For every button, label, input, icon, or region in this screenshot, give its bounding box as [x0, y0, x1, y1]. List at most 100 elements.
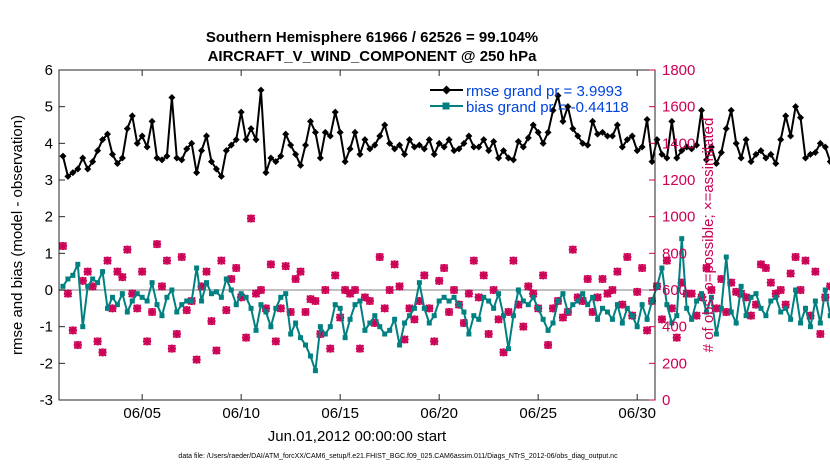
bias-point: [436, 298, 442, 304]
rmse-point: [292, 150, 300, 158]
bias-point: [179, 302, 185, 308]
rmse-point: [797, 114, 805, 122]
bias-point: [431, 313, 437, 319]
obs-assimilated-point: [192, 355, 201, 364]
bias-point: [174, 309, 180, 315]
rmse-point: [455, 145, 463, 153]
bias-point: [109, 294, 115, 300]
rmse-point: [79, 154, 87, 162]
obs-assimilated-point: [623, 252, 632, 262]
obs-assimilated-point: [692, 311, 701, 320]
obs-assimilated-point: [816, 329, 825, 339]
rmse-point: [717, 149, 725, 156]
bias-point: [758, 305, 764, 311]
obs-assimilated-point: [489, 285, 498, 295]
legend-bias-label: bias grand pr = -0.44118: [466, 99, 629, 116]
rmse-point: [470, 143, 478, 151]
obs-assimilated-point: [237, 293, 246, 302]
rmse-point: [569, 125, 577, 133]
rmse-point: [549, 106, 557, 114]
obs-assimilated-point: [350, 285, 360, 295]
bias-point: [634, 324, 640, 330]
bias-point: [114, 302, 120, 308]
obs-assimilated-point: [657, 315, 667, 324]
legend-bias-marker: [442, 102, 450, 110]
y-tick-label: 4: [45, 135, 53, 152]
obs-assimilated-point: [365, 296, 375, 306]
rmse-point: [490, 138, 498, 145]
bias-point: [283, 291, 289, 297]
rmse-point: [564, 103, 572, 111]
bias-point: [481, 294, 487, 300]
rmse-point: [816, 139, 824, 147]
legend-rmse-label: rmse grand pr = 3.9993: [466, 83, 622, 100]
rmse-point: [178, 156, 186, 164]
obs-assimilated-point: [459, 318, 469, 328]
rmse-point: [321, 128, 329, 136]
rmse-point: [633, 147, 641, 155]
obs-assimilated-point: [222, 306, 231, 315]
bias-point: [659, 265, 665, 271]
obs-assimilated-point: [380, 304, 389, 313]
rmse-point: [222, 147, 230, 155]
bias-point: [273, 305, 279, 311]
obs-assimilated-point: [548, 304, 558, 313]
rmse-point: [89, 158, 97, 166]
bias-point: [253, 327, 259, 333]
obs-assimilated-point: [811, 267, 820, 276]
bias-point: [619, 320, 625, 326]
rmse-point: [356, 150, 364, 158]
bias-point: [451, 294, 457, 300]
bias-point: [639, 302, 645, 308]
legend: rmse grand pr = 3.9993 bias grand pr = -…: [430, 83, 629, 116]
obs-assimilated-point: [796, 285, 805, 295]
bias-point: [718, 305, 724, 311]
rmse-point: [727, 106, 735, 114]
rmse-point: [757, 147, 765, 155]
bias-point: [357, 298, 363, 304]
x-tick-label: 06/25: [519, 405, 557, 422]
rmse-point: [742, 136, 750, 144]
rmse-point: [480, 136, 488, 144]
rmse-point: [232, 136, 240, 144]
rmse-point: [519, 143, 527, 151]
bias-point: [609, 316, 615, 322]
obs-assimilated-point: [618, 300, 627, 309]
rmse-point: [242, 136, 250, 144]
rmse-point: [772, 160, 780, 167]
obs-assimilated-point: [370, 318, 379, 328]
obs-assimilated-point: [63, 289, 73, 298]
bias-point: [204, 280, 210, 286]
bias-point: [763, 313, 769, 319]
rmse-point: [722, 125, 730, 133]
obs-assimilated-point: [786, 269, 795, 278]
bias-point: [367, 320, 373, 326]
obs-assimilated-point: [147, 307, 157, 317]
bias-point: [604, 309, 610, 315]
obs-assimilated-point: [197, 282, 206, 291]
obs-assimilated-point: [519, 322, 528, 331]
obs-assimilated-point: [410, 315, 419, 324]
rmse-point: [64, 172, 72, 180]
rmse-point: [608, 132, 616, 140]
rmse-point: [108, 150, 116, 158]
rmse-point: [94, 147, 102, 155]
rmse-point: [272, 158, 280, 166]
rmse-point: [326, 132, 334, 140]
obs-assimilated-point: [355, 344, 365, 353]
rmse-point: [69, 169, 77, 177]
bias-point: [471, 313, 477, 319]
obs-assimilated-point: [682, 289, 691, 298]
obs-assimilated-point: [712, 304, 721, 313]
obs-assimilated-point: [781, 300, 790, 309]
obs-assimilated-point: [613, 267, 622, 276]
bias-point: [80, 324, 86, 330]
rmse-point: [485, 147, 493, 155]
bias-point: [60, 283, 66, 289]
obs-assimilated-point: [167, 344, 177, 353]
rmse-point: [297, 161, 305, 169]
rmse-point: [430, 150, 438, 158]
bias-point: [590, 294, 596, 300]
bias-point: [426, 320, 432, 326]
obs-assimilated-point: [543, 340, 553, 350]
